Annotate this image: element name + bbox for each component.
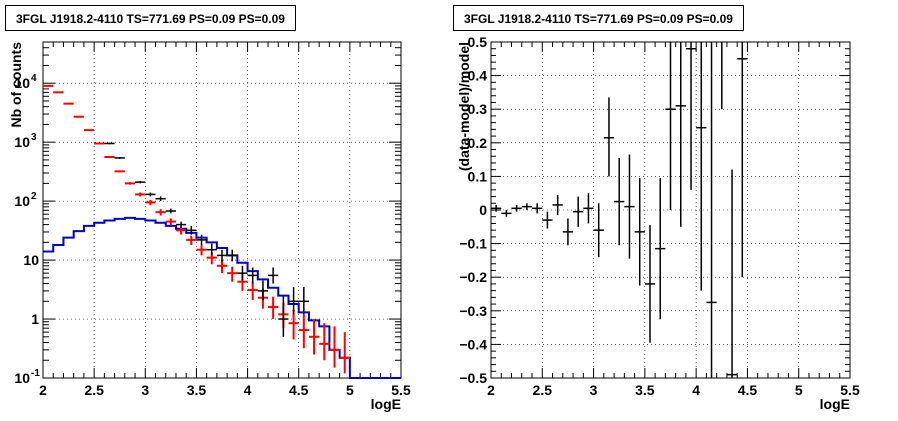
left-x-tick-label: 2.5 [84,382,104,398]
right-x-tick-label: 4.5 [738,382,758,398]
right-x-tick-label: 2 [487,382,495,398]
right-y-tick-label: −0.4 [459,336,487,352]
right-x-tick-label: 4 [692,382,700,398]
left-y-tick-label: 10 [14,193,30,209]
right-y-tick-label: −0.5 [459,370,487,386]
right-y-tick-label: 0.1 [468,168,488,184]
left-x-tick-label: 4.5 [289,382,309,398]
left-y-tick-exponent: 3 [31,132,37,143]
right-y-tick-label: 0.4 [468,68,488,84]
left-x-tick-label: 5.5 [391,382,411,398]
left-y-tick-label: 10 [14,75,30,91]
left-y-tick-label: 10 [14,134,30,150]
right-y-tick-label: 0 [479,202,487,218]
left-x-tick-label: 4 [244,382,252,398]
left-x-tick-label: 3.5 [187,382,207,398]
left-plot-frame [42,41,402,379]
left-y-axis-label: Nb of counts [8,42,24,128]
right-y-tick-label: 0.2 [468,135,488,151]
left-chart-title: 3FGL J1918.2-4110 TS=771.69 PS=0.09 PS=0… [5,5,296,31]
left-y-tick-label: 10 [23,252,39,268]
right-x-axis-label: logE [820,396,850,412]
right-x-tick-label: 5.5 [840,382,860,398]
right-y-tick-label: −0.1 [459,236,487,252]
right-y-tick-label: −0.2 [459,269,487,285]
left-x-tick-label: 2 [39,382,47,398]
right-y-tick-label: 0.3 [468,101,488,117]
left-y-tick-exponent: 2 [31,191,37,202]
left-y-tick-exponent: 4 [31,73,37,84]
left-x-tick-label: 3 [141,382,149,398]
right-y-tick-label: −0.3 [459,303,487,319]
right-y-axis-label: (data-model)/model [456,42,472,171]
model-step-line [43,216,401,379]
right-x-tick-label: 3.5 [635,382,655,398]
right-x-tick-label: 5 [795,382,803,398]
left-x-tick-label: 5 [346,382,354,398]
left-y-tick-exponent: -1 [31,368,40,379]
right-x-tick-label: 3 [590,382,598,398]
right-y-tick-label: 0.5 [468,34,488,50]
left-x-axis-label: logE [371,396,401,412]
left-y-tick-label: 1 [31,311,39,327]
left-y-tick-label: 10 [14,370,30,386]
right-chart-title: 3FGL J1918.2-4110 TS=771.69 PS=0.09 PS=0… [453,5,744,31]
right-x-tick-label: 2.5 [533,382,553,398]
